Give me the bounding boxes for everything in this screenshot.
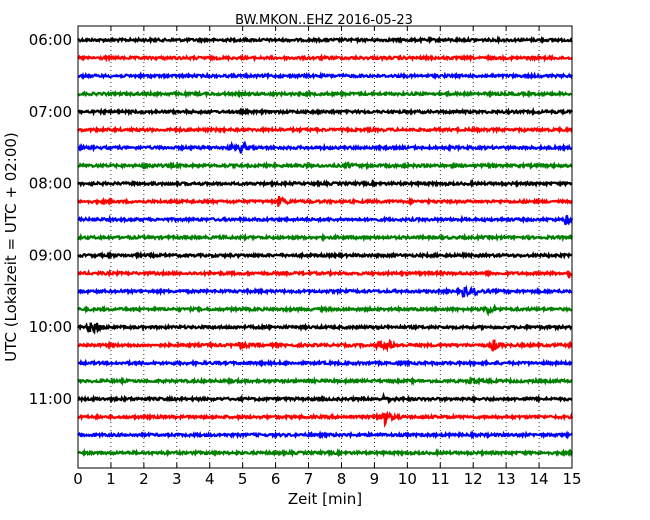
trace-line [77, 268, 573, 279]
y-tick-label: 10:00 [29, 318, 72, 336]
x-tick-label: 11 [431, 470, 450, 488]
trace-line [77, 410, 574, 429]
trace-line [77, 358, 573, 368]
vertical-gridlines [110, 26, 540, 468]
trace-line [77, 250, 573, 261]
trace-line [77, 140, 573, 154]
x-tick-label: 13 [497, 470, 516, 488]
x-tick-label: 8 [337, 470, 347, 488]
x-tick-label: 1 [106, 470, 116, 488]
trace-line [77, 89, 573, 99]
y-tick-label: 08:00 [29, 175, 72, 193]
trace-line [77, 375, 573, 387]
trace-line [77, 178, 573, 189]
trace-line [77, 284, 573, 299]
axis-ticks: 0 1 2 3 4 5 6 7 8 9 10 11 12 13 14 1506:0007:0008:0009:… [29, 26, 582, 488]
y-tick-label: 07:00 [29, 103, 72, 121]
x-tick-label: 3 [172, 470, 182, 488]
y-tick-label: 11:00 [29, 390, 72, 408]
trace-line [77, 303, 573, 317]
x-tick-label: 12 [464, 470, 483, 488]
x-tick-label: 0 [73, 470, 83, 488]
trace-line [76, 322, 573, 335]
trace-line [77, 160, 573, 171]
plot-frame [77, 25, 573, 469]
trace-line [77, 214, 574, 226]
x-tick-label: 5 [238, 470, 248, 488]
x-tick-label: 15 [562, 470, 581, 488]
trace-line [77, 195, 573, 207]
x-tick-label: 14 [530, 470, 549, 488]
trace-line [77, 391, 573, 405]
y-tick-label: 06:00 [29, 31, 72, 49]
x-axis-label: Zeit [min] [288, 490, 362, 508]
x-tick-label: 4 [205, 470, 215, 488]
trace-line [77, 35, 573, 45]
trace-line [77, 106, 573, 117]
x-tick-label: 7 [304, 470, 314, 488]
chart-title: BW.MKON..EHZ 2016-05-23 [235, 13, 413, 28]
x-tick-label: 2 [139, 470, 149, 488]
y-tick-label: 09:00 [29, 246, 72, 264]
trace-line [77, 232, 573, 243]
x-tick-label: 10 [398, 470, 417, 488]
trace-line [77, 71, 574, 81]
trace-line [77, 447, 574, 458]
trace-lines [76, 35, 574, 458]
x-tick-label: 9 [370, 470, 380, 488]
x-tick-label: 6 [271, 470, 281, 488]
trace-line [77, 338, 573, 353]
trace-line [77, 125, 573, 135]
trace-line [77, 53, 573, 63]
trace-line [77, 430, 573, 440]
y-axis-label: UTC (Lokalzeit = UTC + 02:00) [2, 132, 20, 362]
